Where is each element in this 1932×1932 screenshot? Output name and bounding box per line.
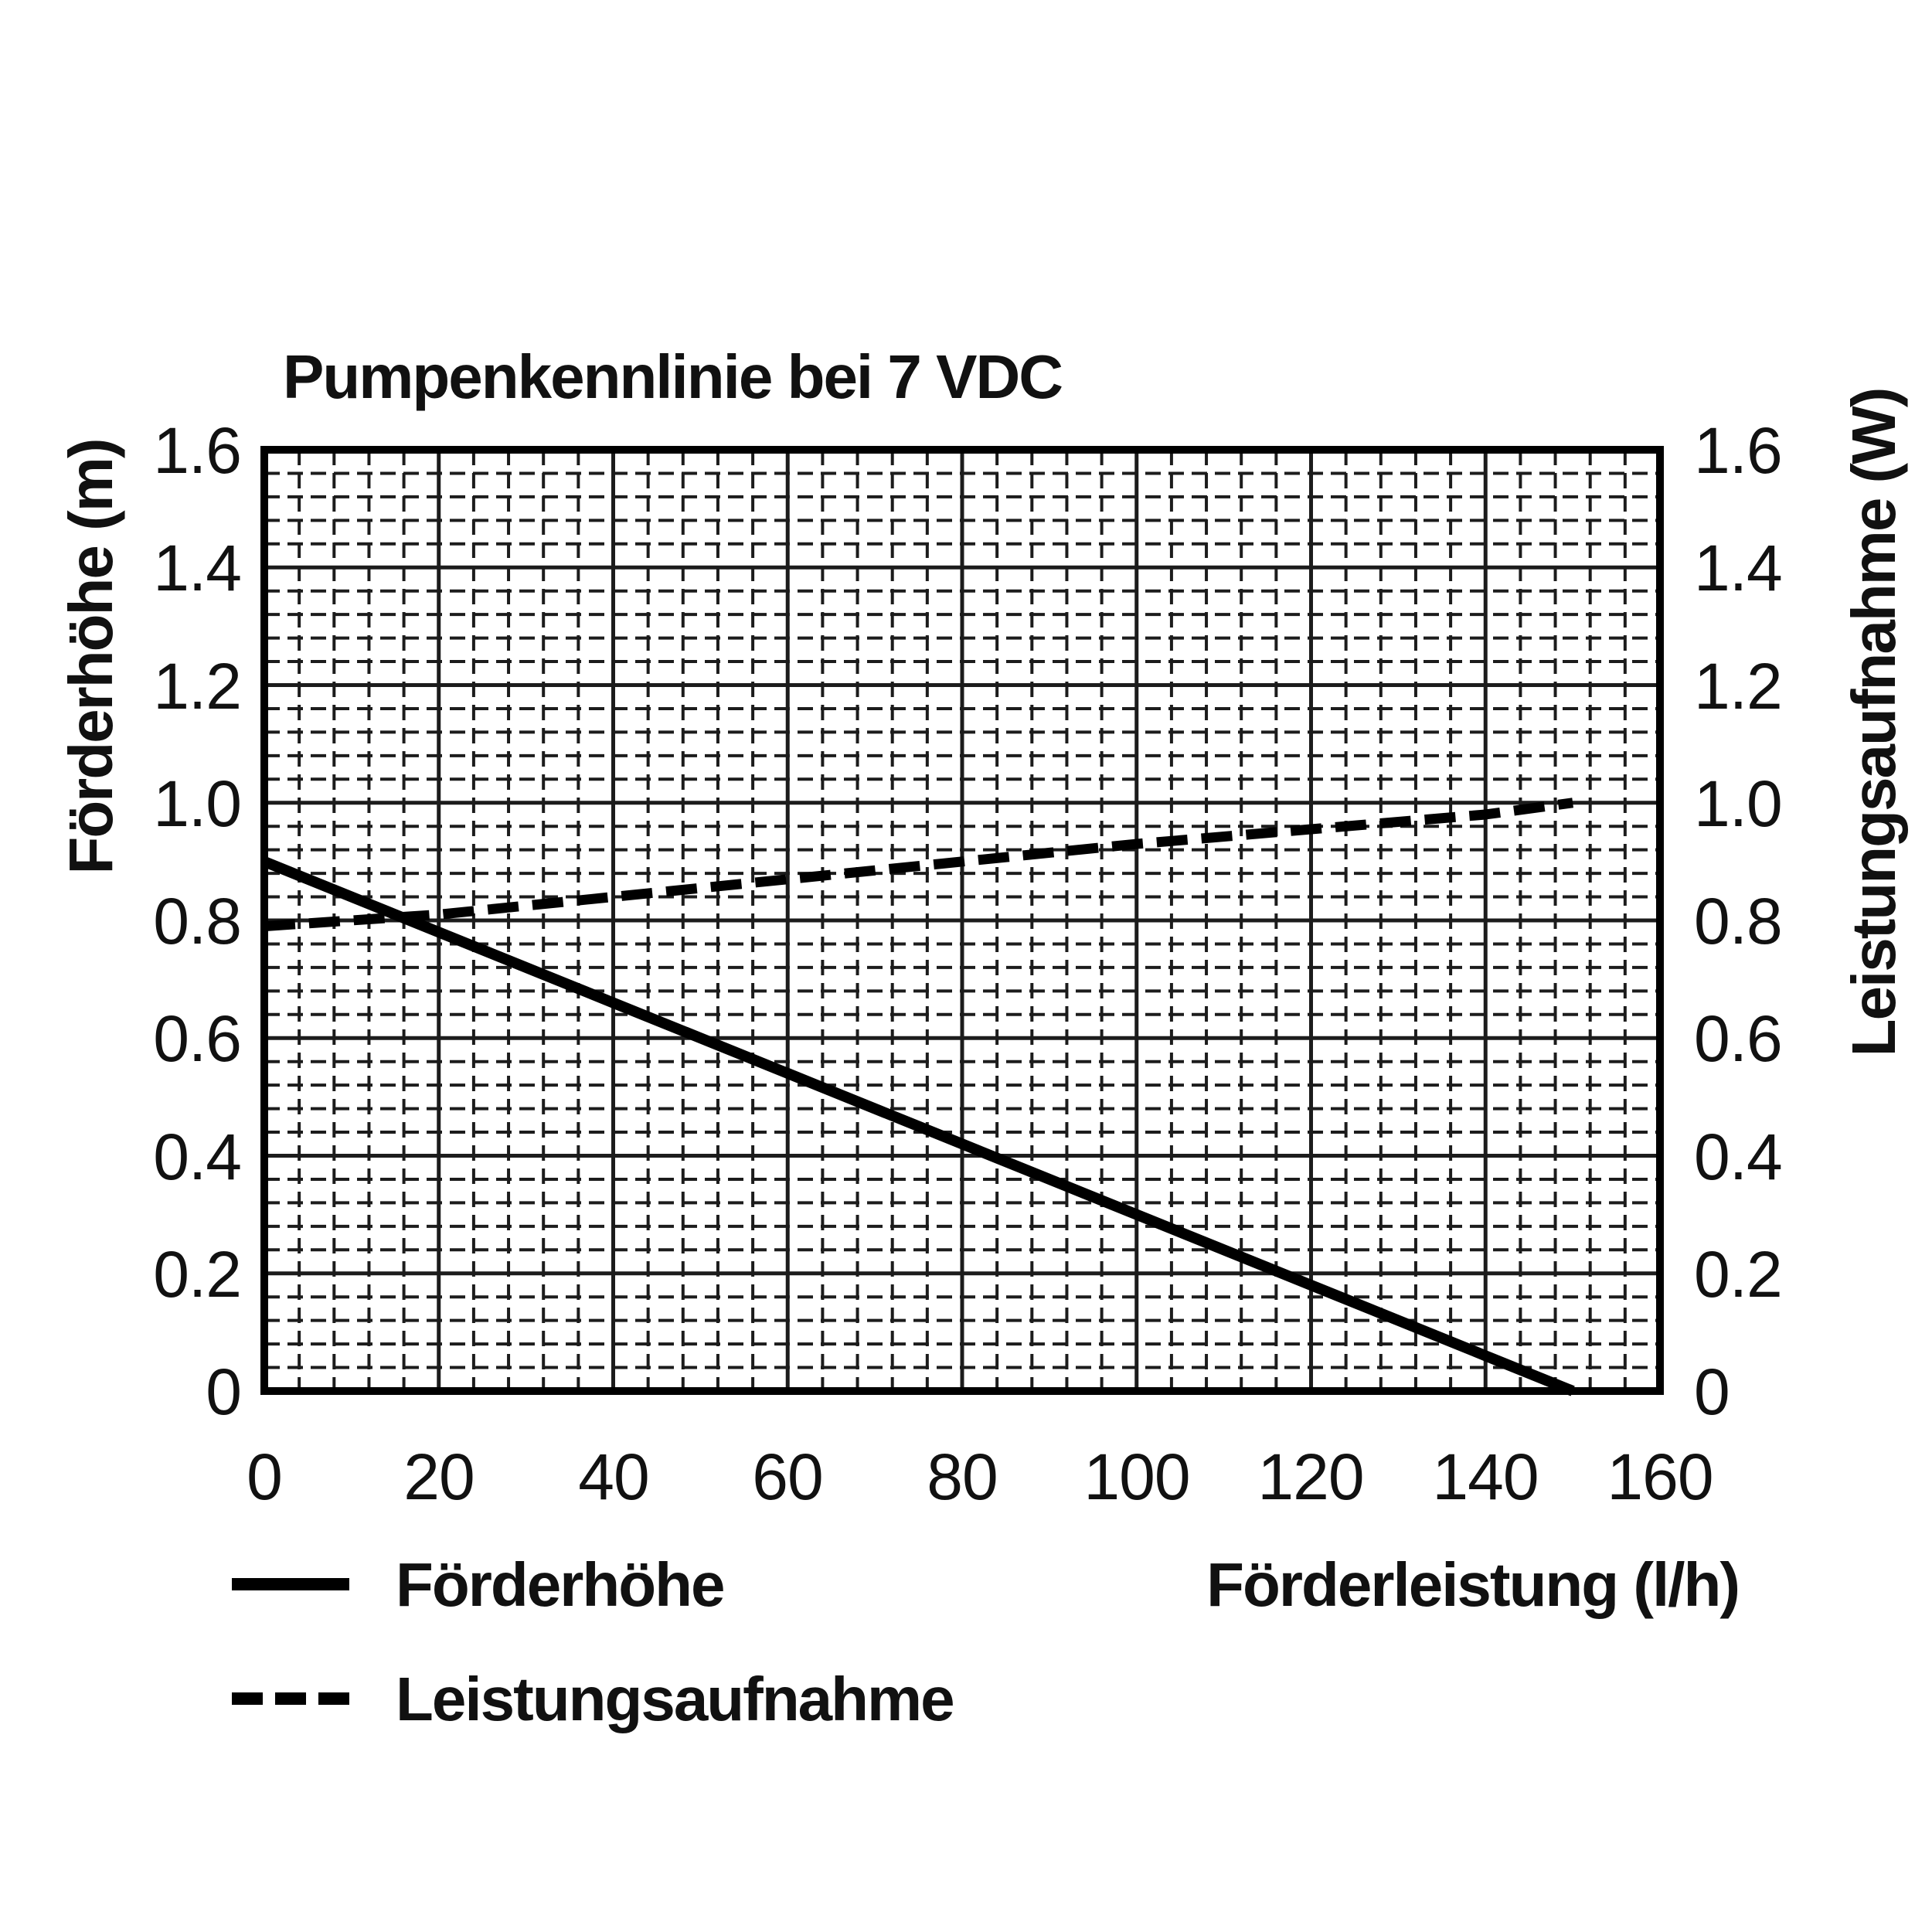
y-tick-label: 1.4: [1694, 532, 1782, 604]
y-tick-label: 0.8: [1694, 885, 1782, 957]
y-tick-label: 1.0: [1694, 767, 1782, 840]
x-tick-label: 120: [1257, 1440, 1363, 1513]
y-tick-label: 1.2: [153, 650, 241, 723]
y-left-tick-labels: 1.6 1.4 1.2 1.0 0.8 0.6 0.4 0.2 0: [153, 414, 242, 1428]
legend: Förderhöhe Leistungsaufnahme: [232, 1550, 955, 1733]
legend-label-leistungsaufnahme: Leistungsaufnahme: [396, 1665, 954, 1733]
x-tick-label: 20: [403, 1440, 474, 1513]
y-tick-label: 0.2: [1694, 1238, 1782, 1311]
y-right-tick-labels: 1.6 1.4 1.2 1.0 0.8 0.6 0.4 0.2 0: [1694, 414, 1783, 1428]
x-tick-label: 80: [927, 1440, 997, 1513]
curve-solid: [262, 856, 1575, 1396]
y-tick-label: 0.4: [1694, 1121, 1782, 1193]
y-tick-label: 0: [1694, 1355, 1730, 1428]
x-tick-label: 140: [1432, 1440, 1538, 1513]
x-tick-label: 100: [1083, 1440, 1189, 1513]
x-tick-label: 40: [578, 1440, 648, 1513]
y-tick-label: 0.2: [153, 1238, 241, 1311]
y-tick-label: 0.8: [153, 885, 241, 957]
y-tick-label: 1.4: [153, 532, 241, 604]
plot-border: [260, 446, 1664, 1395]
x-tick-label: 0: [247, 1440, 282, 1513]
y-right-axis-label: Leistungsaufnahme (W): [1839, 389, 1908, 1057]
y-tick-label: 1.6: [153, 414, 241, 487]
chart-title: Pumpenkennlinie bei 7 VDC: [283, 342, 1062, 411]
y-tick-label: 1.6: [1694, 414, 1782, 487]
curves: [262, 798, 1575, 1396]
y-tick-label: 1.0: [153, 767, 241, 840]
y-tick-label: 0.6: [1694, 1002, 1782, 1075]
x-axis-label: Förderleistung (l/h): [1206, 1550, 1739, 1619]
y-tick-label: 0.6: [153, 1002, 241, 1075]
y-left-axis-label: Förderhöhe (m): [56, 439, 125, 874]
grid: [260, 446, 1664, 1395]
y-tick-label: 0: [206, 1355, 241, 1428]
y-tick-label: 0.4: [153, 1121, 241, 1193]
x-tick-label: 160: [1607, 1440, 1713, 1513]
curve-dashed: [264, 798, 1573, 932]
x-tick-label: 60: [752, 1440, 822, 1513]
legend-label-foerderhoehe: Förderhöhe: [396, 1550, 723, 1619]
x-tick-labels: 0 20 40 60 80 100 120 140 160: [247, 1440, 1713, 1513]
y-tick-label: 1.2: [1694, 650, 1782, 723]
